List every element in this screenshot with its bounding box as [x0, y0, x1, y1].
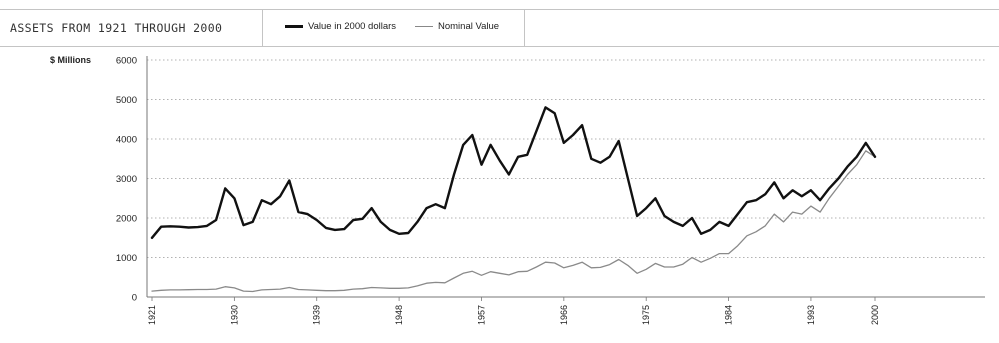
legend-item-nominal-value: Nominal Value [415, 21, 499, 35]
y-tick-label-3000: 3000 [116, 174, 137, 185]
legend-label-real-value: Value in 2000 dollars [308, 21, 397, 32]
y-axis-label: $ Millions [50, 55, 91, 65]
y-tick-label-2000: 2000 [116, 214, 137, 225]
chart-title: ASSETS FROM 1921 THROUGH 2000 [10, 21, 223, 35]
legend-label-nominal-value: Nominal Value [438, 21, 500, 32]
line-chart: $ Millions 0 1000 2000 3000 4000 5000 6000 1921 1… [50, 55, 985, 325]
legend-swatch-real-value [285, 25, 303, 28]
title-cell: ASSETS FROM 1921 THROUGH 2000 [0, 10, 263, 46]
x-tick-label-1993: 1993 [806, 305, 816, 325]
x-tick-label-1984: 1984 [724, 305, 734, 325]
x-tick-label-1957: 1957 [476, 305, 486, 325]
x-tick-label-1921: 1921 [147, 305, 157, 325]
x-tick-label-1975: 1975 [641, 305, 651, 325]
series-line-nominal-value [151, 150, 876, 293]
y-tick-label-4000: 4000 [116, 135, 137, 146]
legend: Value in 2000 dollars Nominal Value [263, 10, 525, 46]
y-tick-label-1000: 1000 [116, 253, 137, 264]
legend-item-real-value: Value in 2000 dollars [285, 21, 396, 35]
x-tick-label-2000: 2000 [870, 305, 880, 325]
y-tick-label-6000: 6000 [116, 56, 137, 67]
series-line-real-value [150, 106, 877, 240]
x-tick-label-1939: 1939 [312, 305, 322, 325]
y-tick-label-0: 0 [132, 293, 137, 304]
x-tick-label-1966: 1966 [559, 305, 569, 325]
x-tick-label-1948: 1948 [394, 305, 404, 325]
x-tick-label-1930: 1930 [229, 305, 239, 325]
chart-header: ASSETS FROM 1921 THROUGH 2000 Value in 2… [0, 9, 999, 47]
y-tick-label-5000: 5000 [116, 95, 137, 106]
legend-swatch-nominal-value [415, 26, 433, 27]
